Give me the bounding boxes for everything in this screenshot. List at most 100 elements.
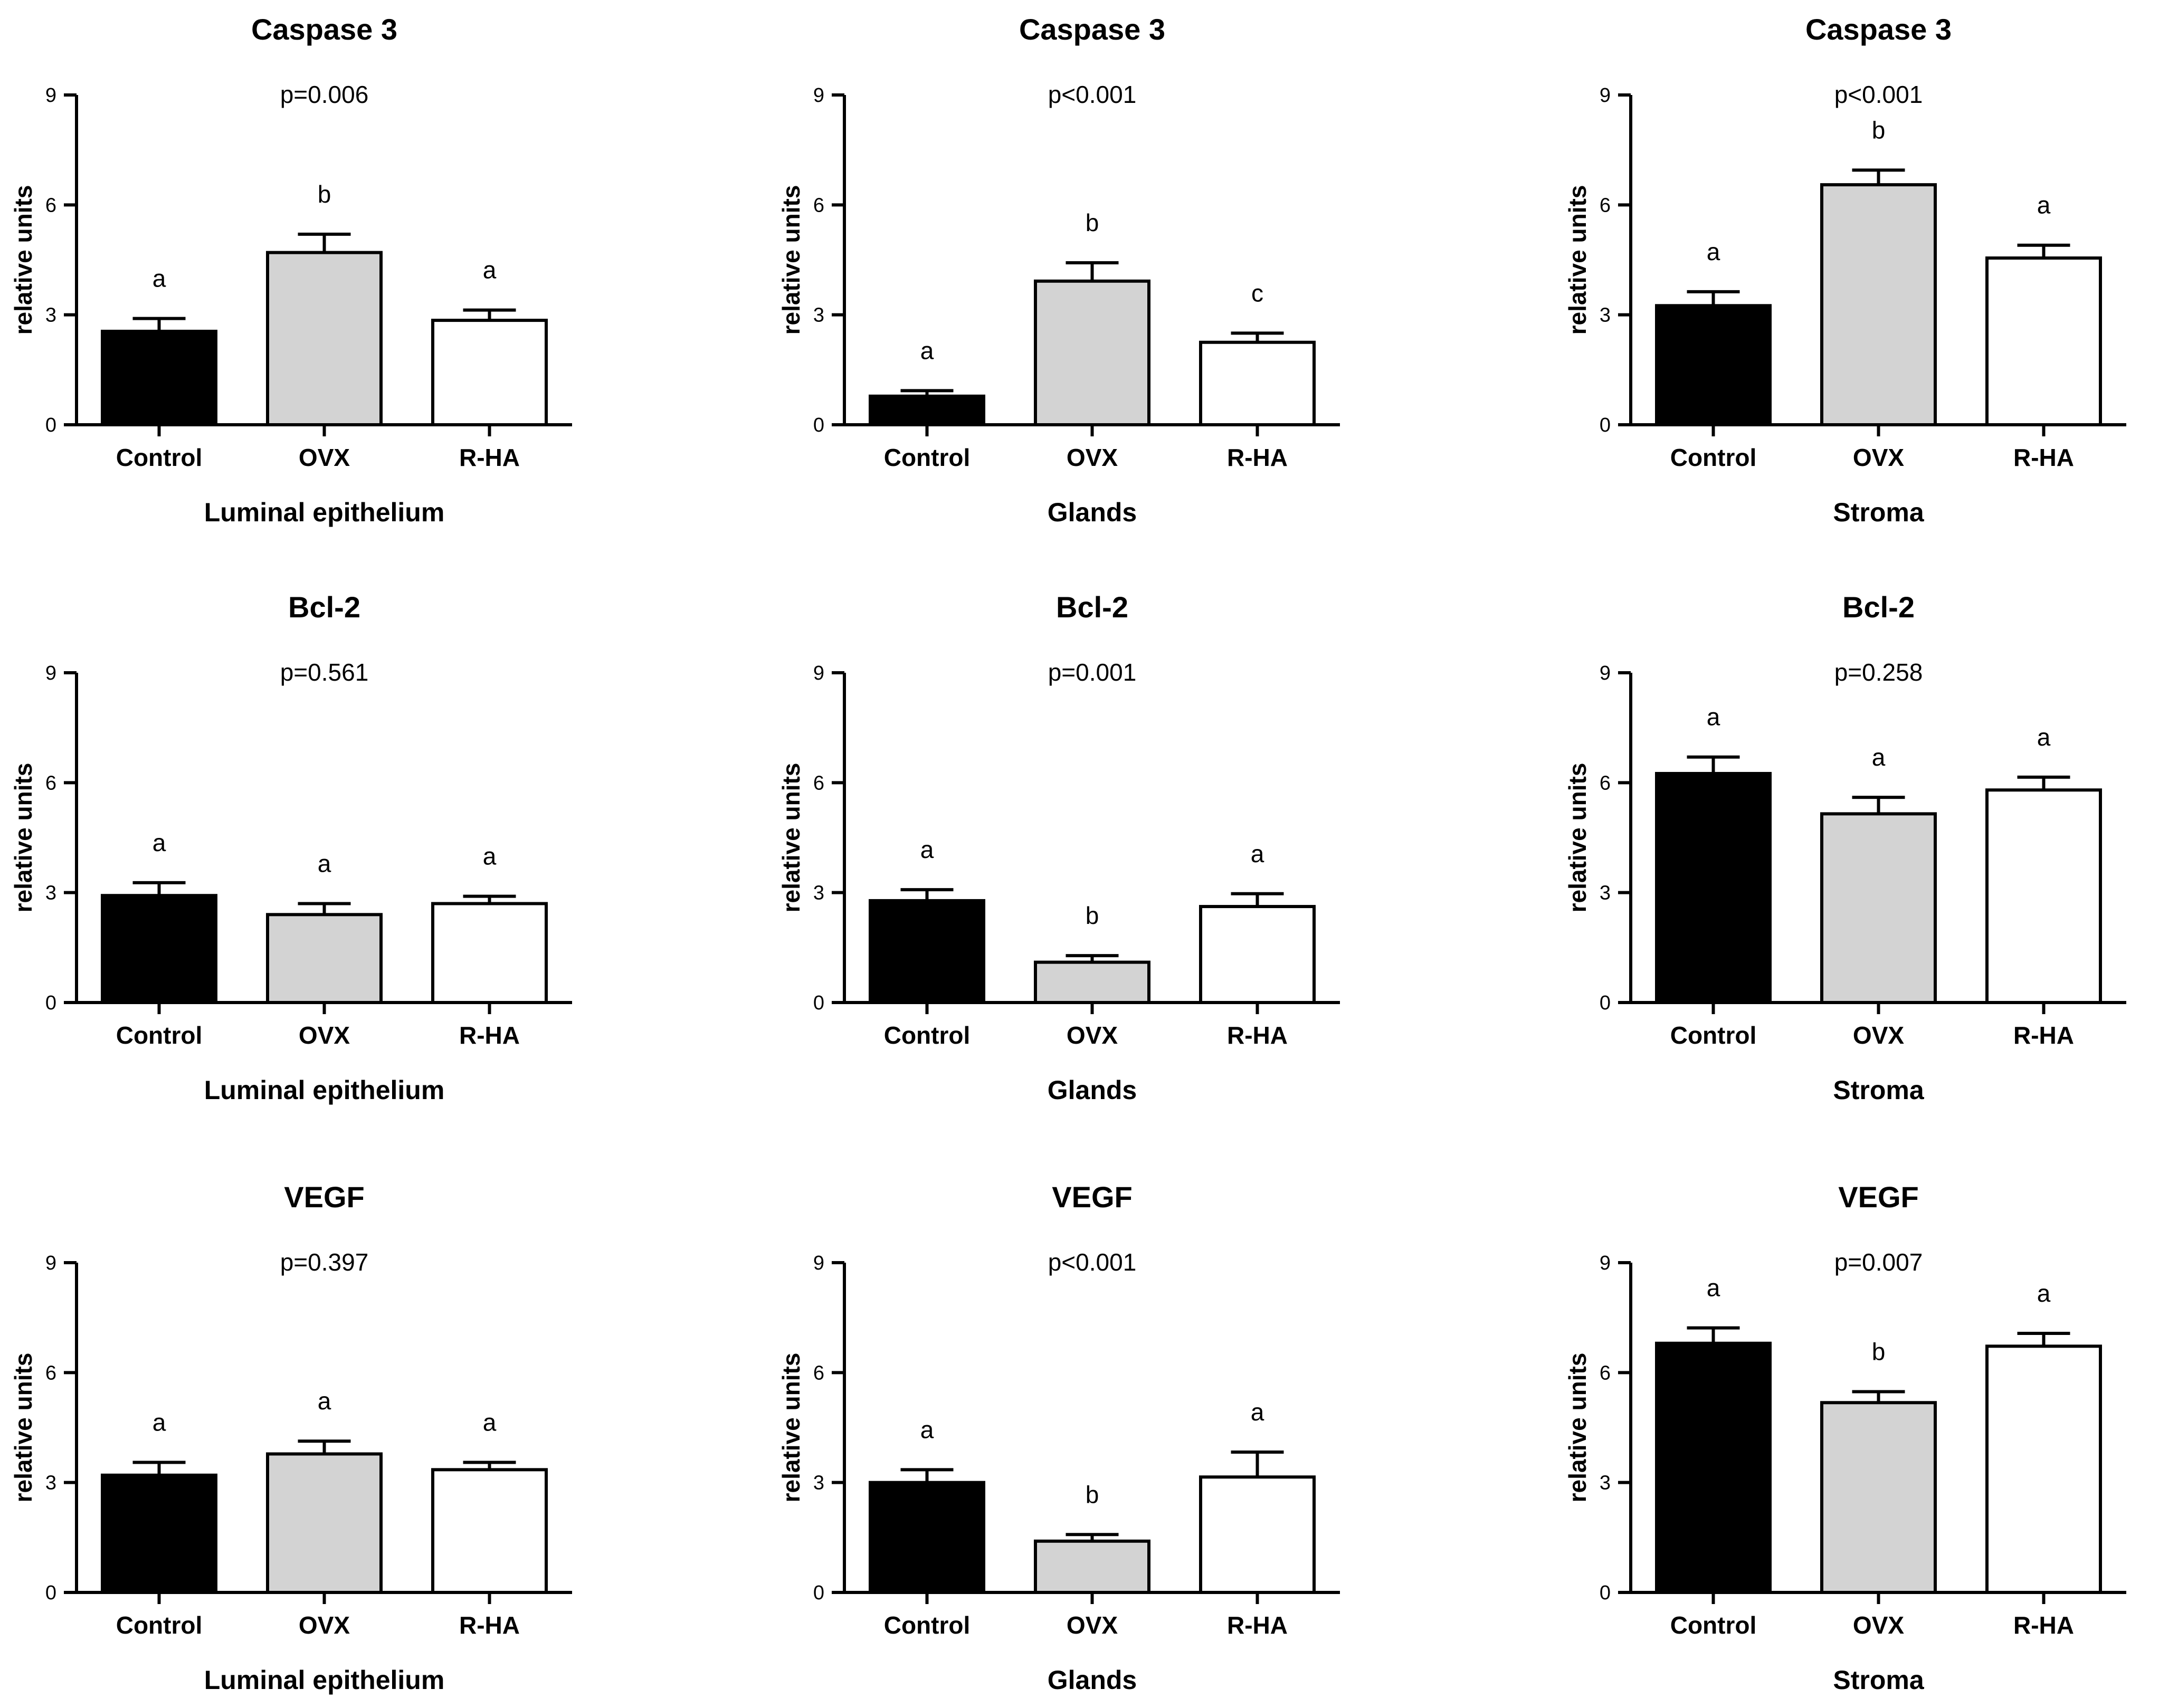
bar — [869, 899, 985, 1005]
significance-letter: a — [2037, 192, 2051, 219]
y-tick-label: 3 — [45, 882, 56, 904]
significance-letter: a — [318, 850, 331, 877]
significance-letter: b — [1086, 1481, 1099, 1508]
x-category-label: OVX — [299, 1022, 350, 1049]
error-bar — [298, 1439, 351, 1454]
p-value-label: p=0.007 — [1834, 1248, 1923, 1276]
bar — [1820, 1401, 1937, 1595]
error-bar — [900, 389, 954, 396]
y-tick-label: 0 — [1600, 992, 1611, 1014]
x-category-label: Control — [1670, 1022, 1757, 1049]
significance-letter: b — [1086, 209, 1099, 236]
bar — [1655, 1341, 1772, 1595]
x-axis-label: Stroma — [1833, 498, 1924, 527]
y-axis-label: relative units — [777, 185, 805, 335]
y-tick-label: 6 — [45, 772, 56, 794]
p-value-label: p<0.001 — [1048, 1248, 1137, 1276]
y-axis-label: relative units — [777, 1353, 805, 1503]
panel-title: Bcl-2 — [288, 590, 360, 624]
x-category-label: Control — [1670, 1611, 1757, 1639]
y-tick-label: 3 — [45, 304, 56, 327]
x-axis-label: Luminal epithelium — [204, 1665, 445, 1695]
chart-panel: Bcl-2 p=0.001 relative units 0 3 6 9 a Control b O… — [777, 590, 1340, 1105]
y-tick-label: 0 — [45, 414, 56, 436]
bar — [431, 902, 548, 1004]
error-bar — [463, 1461, 516, 1470]
bar — [1199, 340, 1316, 426]
axis-lines — [843, 673, 1340, 1004]
error-bar — [2017, 243, 2070, 259]
error-bar — [1231, 892, 1284, 907]
significance-letter: b — [1086, 902, 1099, 929]
x-category-label: R-HA — [2013, 1022, 2074, 1049]
panel-title: Caspase 3 — [1019, 13, 1165, 46]
chart-panel: Bcl-2 p=0.258 relative units 0 3 6 9 a Control a O… — [1564, 590, 2126, 1105]
significance-letter: a — [153, 265, 166, 292]
significance-letter: a — [1251, 840, 1264, 867]
significance-letter: a — [1251, 1398, 1264, 1426]
axis-lines — [843, 1263, 1340, 1594]
x-category-label: Control — [1670, 444, 1757, 471]
significance-letter: a — [483, 256, 497, 284]
bar — [1985, 1344, 2102, 1594]
x-category-label: OVX — [1067, 1022, 1118, 1049]
significance-letter: a — [1707, 1274, 1720, 1302]
y-axis-label: relative units — [1564, 1353, 1591, 1503]
p-value-label: p=0.006 — [280, 81, 369, 108]
bar — [1985, 788, 2102, 1004]
significance-letter: a — [1707, 238, 1720, 265]
x-category-label: R-HA — [2013, 1611, 2074, 1639]
error-bar — [132, 881, 186, 896]
axis-lines — [75, 95, 572, 426]
bar — [266, 913, 383, 1005]
y-tick-label: 0 — [813, 992, 824, 1014]
y-tick-label: 3 — [1600, 1472, 1611, 1494]
error-bar — [1852, 796, 1905, 814]
significance-letter: a — [1707, 703, 1720, 731]
y-tick-label: 9 — [813, 84, 824, 107]
panel-title: VEGF — [1052, 1180, 1132, 1214]
significance-letter: a — [920, 836, 934, 863]
x-axis-label: Luminal epithelium — [204, 498, 445, 527]
bar — [869, 394, 985, 426]
x-category-label: R-HA — [459, 1611, 520, 1639]
error-bar — [298, 902, 351, 915]
x-category-label: Control — [884, 444, 971, 471]
bar — [101, 329, 217, 427]
x-category-label: R-HA — [2013, 444, 2074, 471]
bar — [1199, 905, 1316, 1004]
chart-panel: Caspase 3 p<0.001 relative units 0 3 6 9 a Contr… — [777, 13, 1340, 527]
y-tick-label: 6 — [813, 1362, 824, 1384]
x-category-label: Control — [116, 1611, 203, 1639]
significance-letter: a — [318, 1387, 331, 1415]
x-category-label: OVX — [299, 1611, 350, 1639]
p-value-label: p=0.397 — [280, 1248, 369, 1276]
panel-title: Caspase 3 — [251, 13, 397, 46]
y-tick-label: 0 — [45, 1582, 56, 1604]
x-axis-label: Stroma — [1833, 1665, 1924, 1695]
y-tick-label: 9 — [813, 662, 824, 684]
p-value-label: p=0.258 — [1834, 659, 1923, 686]
chart-panel: VEGF p<0.001 relative units 0 3 6 9 a Control b OV… — [777, 1180, 1340, 1695]
panel-title: VEGF — [284, 1180, 364, 1214]
error-bar — [132, 317, 186, 331]
panel-title: VEGF — [1838, 1180, 1918, 1214]
x-category-label: Control — [884, 1611, 971, 1639]
significance-letter: a — [1872, 743, 1886, 771]
y-tick-label: 9 — [1600, 84, 1611, 107]
x-category-label: R-HA — [1227, 444, 1288, 471]
y-tick-label: 3 — [813, 882, 824, 904]
error-bar — [1687, 290, 1740, 306]
axis-lines — [1629, 673, 2126, 1004]
bar — [1034, 1539, 1150, 1595]
error-bar — [298, 232, 351, 253]
y-tick-label: 6 — [1600, 194, 1611, 216]
bar — [1034, 279, 1150, 426]
y-tick-label: 0 — [1600, 1582, 1611, 1604]
y-tick-label: 6 — [813, 194, 824, 216]
x-axis-label: Luminal epithelium — [204, 1075, 445, 1105]
significance-letter: b — [318, 180, 331, 208]
x-axis-label: Glands — [1048, 1075, 1137, 1105]
y-tick-label: 9 — [1600, 1252, 1611, 1274]
